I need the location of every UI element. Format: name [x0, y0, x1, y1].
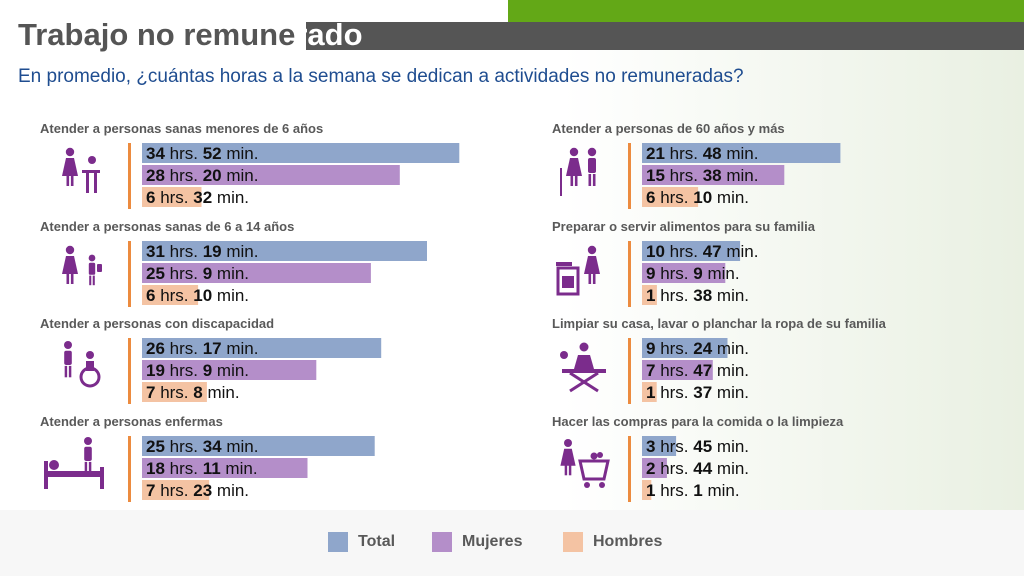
- bar-hombres: [142, 285, 199, 305]
- caregiver-kid-icon: [62, 245, 102, 286]
- category-divider: [128, 338, 131, 404]
- cooking-icon: [556, 245, 600, 296]
- value-label-hombres: 1 hrs. 38 min.: [646, 286, 749, 305]
- legend-label-hombres: Hombres: [593, 533, 663, 550]
- category-label: Hacer las compras para la comida o la li…: [552, 414, 844, 429]
- category-block: Atender a personas con discapacidad 26 hr…: [40, 316, 382, 404]
- bar-total: [142, 241, 427, 261]
- bar-mujeres: [642, 458, 667, 478]
- value-label-mujeres: 9 hrs. 9 min.: [646, 264, 740, 283]
- category-label: Limpiar su casa, lavar o planchar la rop…: [552, 316, 887, 331]
- bar-hombres: [642, 480, 652, 500]
- category-block: Atender a personas enfermas 25 hrs. 34 mi…: [40, 414, 375, 502]
- legend-item-total: Total: [328, 531, 395, 553]
- bar-total: [142, 436, 375, 456]
- legend-swatch-total: [328, 532, 348, 552]
- value-label-hombres: 1 hrs. 1 min.: [646, 481, 740, 500]
- legend-item-mujeres: Mujeres: [432, 531, 522, 553]
- category-label: Atender a personas de 60 años y más: [552, 121, 785, 136]
- category-block: Atender a personas de 60 años y más 21 hr…: [552, 121, 841, 209]
- ironing-icon: [560, 342, 606, 393]
- value-label-total: 9 hrs. 24 min.: [646, 339, 749, 358]
- category-label: Preparar o servir alimentos para su fami…: [552, 219, 816, 234]
- value-label-mujeres: 19 hrs. 9 min.: [146, 361, 249, 380]
- category-label: Atender a personas con discapacidad: [40, 316, 274, 331]
- bar-hombres: [142, 382, 207, 402]
- legend-item-hombres: Hombres: [563, 531, 662, 553]
- category-block: Limpiar su casa, lavar o planchar la rop…: [552, 316, 887, 404]
- elderly-icon: [560, 147, 597, 196]
- category-label: Atender a personas sanas de 6 a 14 años: [40, 219, 294, 234]
- value-label-total: 3 hrs. 45 min.: [646, 437, 749, 456]
- title-part-1: Trabajo no remune: [18, 17, 296, 52]
- value-label-total: 34 hrs. 52 min.: [146, 144, 258, 163]
- bar-total: [642, 143, 841, 163]
- category-block: Hacer las compras para la comida o la li…: [552, 414, 844, 502]
- category-label: Atender a personas enfermas: [40, 414, 223, 429]
- bar-hombres: [142, 480, 210, 500]
- value-label-mujeres: 2 hrs. 44 min.: [646, 459, 749, 478]
- bar-hombres: [642, 187, 699, 207]
- bar-mujeres: [142, 360, 317, 380]
- value-label-total: 26 hrs. 17 min.: [146, 339, 258, 358]
- title-band: [306, 22, 1024, 50]
- value-label-total: 21 hrs. 48 min.: [646, 144, 758, 163]
- value-label-hombres: 7 hrs. 8 min.: [146, 383, 240, 402]
- category-divider: [628, 143, 631, 209]
- title-part-2: rado: [295, 17, 363, 52]
- category-divider: [628, 436, 631, 502]
- value-label-hombres: 6 hrs. 10 min.: [146, 286, 249, 305]
- bar-mujeres: [642, 360, 713, 380]
- bar-mujeres: [142, 458, 308, 478]
- value-label-total: 31 hrs. 19 min.: [146, 242, 258, 261]
- value-label-hombres: 6 hrs. 32 min.: [146, 188, 249, 207]
- value-label-total: 25 hrs. 34 min.: [146, 437, 258, 456]
- shopping-cart-icon: [560, 439, 610, 488]
- value-label-total: 10 hrs. 47 min.: [646, 242, 758, 261]
- bar-mujeres: [642, 263, 726, 283]
- bar-hombres: [642, 285, 657, 305]
- bar-mujeres: [142, 165, 400, 185]
- wheelchair-icon: [64, 341, 101, 388]
- value-label-hombres: 1 hrs. 37 min.: [646, 383, 749, 402]
- legend-swatch-hombres: [563, 532, 583, 552]
- category-divider: [128, 241, 131, 307]
- category-divider: [628, 241, 631, 307]
- bar-total: [642, 338, 728, 358]
- bar-total: [142, 338, 382, 358]
- category-divider: [128, 143, 131, 209]
- value-label-hombres: 6 hrs. 10 min.: [646, 188, 749, 207]
- bar-hombres: [142, 187, 202, 207]
- legend-label-total: Total: [358, 533, 396, 550]
- bar-total: [642, 436, 677, 456]
- page-subtitle: En promedio, ¿cuántas horas a la semana …: [18, 66, 744, 87]
- legend-band: [0, 510, 1024, 576]
- category-divider: [128, 436, 131, 502]
- category-label: Atender a personas sanas menores de 6 añ…: [40, 121, 323, 136]
- bar-mujeres: [642, 165, 785, 185]
- value-label-mujeres: 7 hrs. 47 min.: [646, 361, 749, 380]
- top-accent-bar: [508, 0, 1024, 22]
- value-label-mujeres: 28 hrs. 20 min.: [146, 166, 258, 185]
- value-label-mujeres: 15 hrs. 38 min.: [646, 166, 758, 185]
- legend-swatch-mujeres: [432, 532, 452, 552]
- category-block: Atender a personas sanas de 6 a 14 años 3…: [40, 219, 427, 307]
- bar-mujeres: [142, 263, 371, 283]
- bar-hombres: [642, 382, 657, 402]
- value-label-hombres: 7 hrs. 23 min.: [146, 481, 249, 500]
- value-label-mujeres: 18 hrs. 11 min.: [146, 459, 258, 478]
- legend-label-mujeres: Mujeres: [462, 533, 523, 550]
- bar-total: [142, 143, 460, 163]
- category-divider: [628, 338, 631, 404]
- category-block: Atender a personas sanas menores de 6 añ…: [40, 121, 460, 209]
- category-block: Preparar o servir alimentos para su fami…: [552, 219, 816, 307]
- bar-total: [642, 241, 741, 261]
- caregiver-child-icon: [62, 147, 100, 193]
- sick-bed-icon: [44, 437, 104, 489]
- page-title: Trabajo no remunerado: [18, 17, 363, 53]
- value-label-mujeres: 25 hrs. 9 min.: [146, 264, 249, 283]
